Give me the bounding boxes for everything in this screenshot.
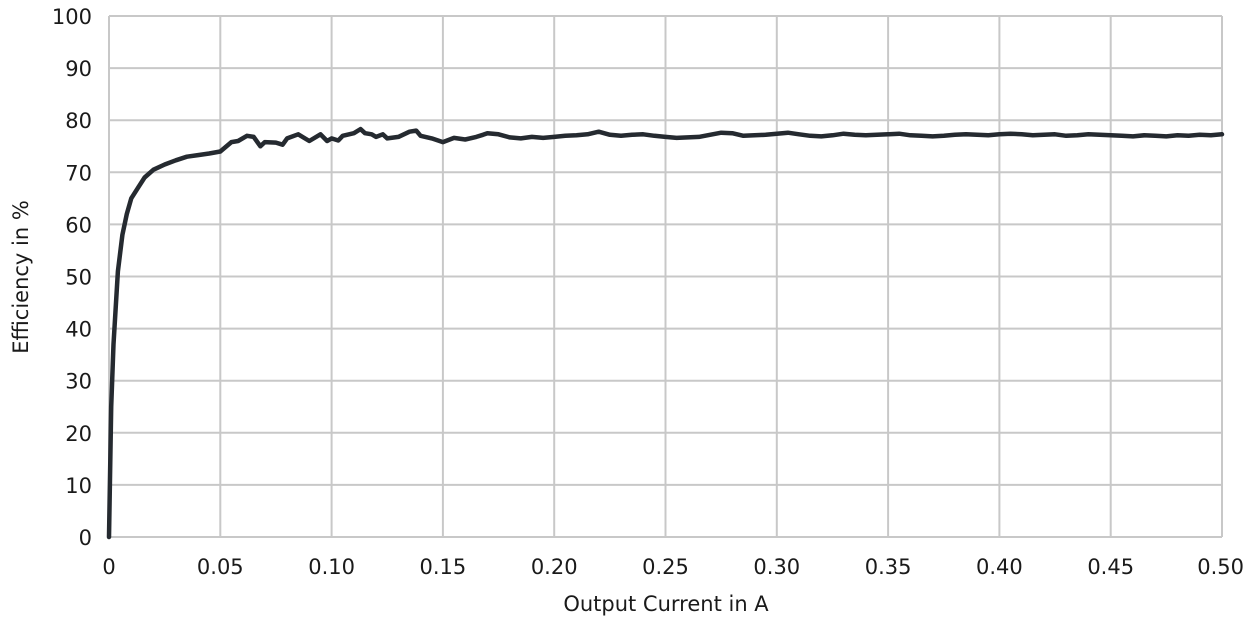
y-axis-ticks: 0 10 20 30 40 50 60 70 80 90 100 xyxy=(52,5,92,550)
efficiency-series-line xyxy=(106,126,1225,540)
x-tick-label: 0.15 xyxy=(420,555,467,579)
x-tick-label: 0.35 xyxy=(865,555,912,579)
x-axis-title: Output Current in A xyxy=(563,592,769,616)
y-tick-label: 90 xyxy=(65,57,92,81)
x-tick-label: 0.45 xyxy=(1087,555,1134,579)
y-tick-label: 0 xyxy=(79,526,92,550)
x-tick-label: 0.10 xyxy=(308,555,355,579)
x-tick-label: 0 xyxy=(102,555,115,579)
x-tick-label: 0.05 xyxy=(197,555,244,579)
x-tick-label: 0.25 xyxy=(642,555,689,579)
x-tick-label: 0.20 xyxy=(531,555,578,579)
y-tick-label: 50 xyxy=(65,266,92,290)
x-tick-label: 0.50 xyxy=(1197,555,1244,579)
y-axis-title: Efficiency in % xyxy=(9,200,33,354)
y-tick-label: 10 xyxy=(65,474,92,498)
y-tick-label: 70 xyxy=(65,161,92,185)
grid xyxy=(108,15,1223,538)
x-axis-ticks: 0 0.05 0.10 0.15 0.20 0.25 0.30 0.35 0.40 0.45 0.5… xyxy=(102,555,1244,579)
x-tick-label: 0.40 xyxy=(976,555,1023,579)
y-tick-label: 20 xyxy=(65,422,92,446)
y-tick-label: 60 xyxy=(65,213,92,237)
y-tick-label: 80 xyxy=(65,109,92,133)
x-tick-label: 0.30 xyxy=(753,555,800,579)
y-tick-label: 40 xyxy=(65,318,92,342)
y-tick-label: 100 xyxy=(52,5,92,29)
series-group xyxy=(106,126,1225,540)
y-tick-label: 30 xyxy=(65,370,92,394)
